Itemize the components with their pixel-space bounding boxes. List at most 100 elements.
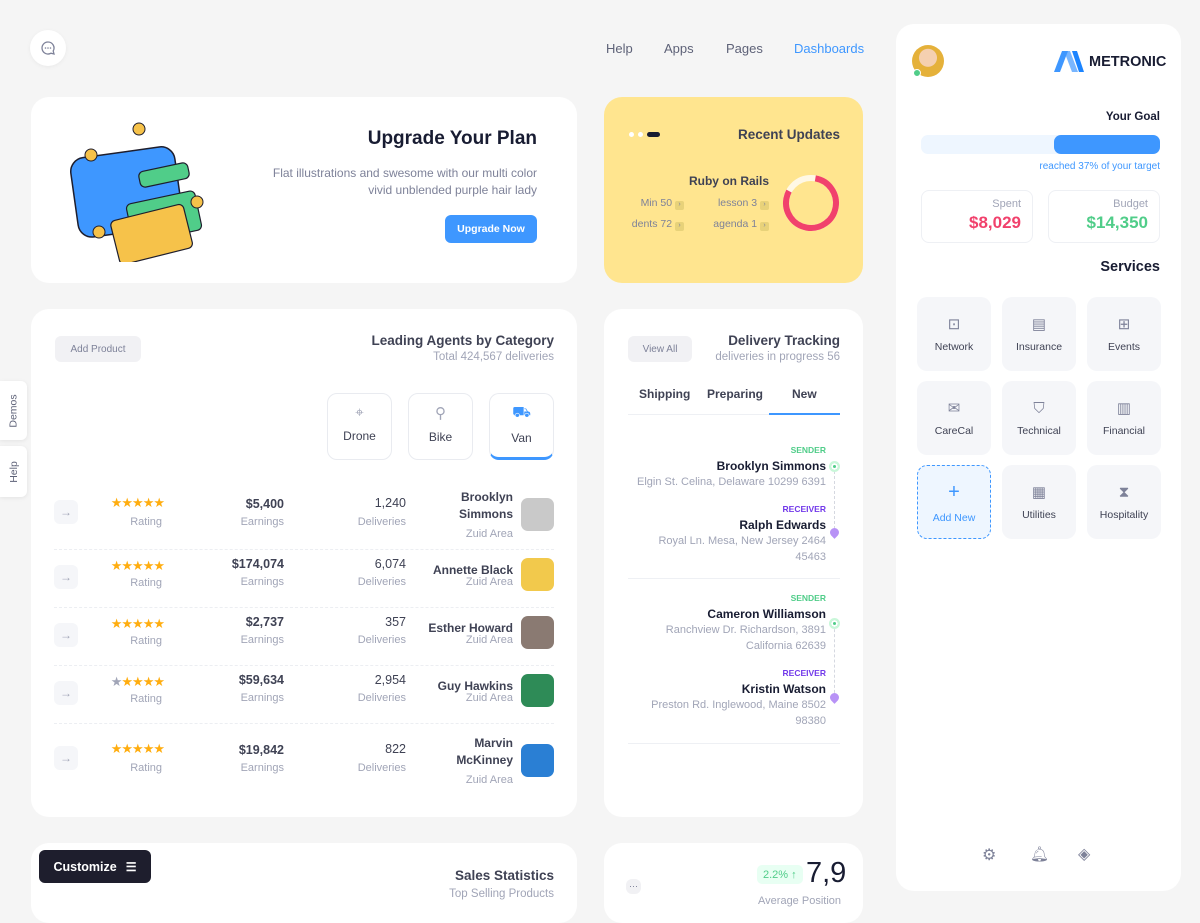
- update-item-label: agenda 1: [713, 218, 758, 230]
- deliveries-label: Deliveries: [357, 762, 406, 774]
- star-icon: ★: [153, 741, 165, 756]
- row-arrow-button[interactable]: →: [54, 746, 78, 770]
- timeline-line: [834, 624, 835, 698]
- row-arrow-button[interactable]: →: [54, 565, 78, 589]
- agent-name[interactable]: Brooklyn Simmons: [458, 490, 513, 521]
- deliveries-label: Deliveries: [357, 634, 406, 646]
- tabs-divider: [628, 414, 840, 415]
- category-label: Drone: [343, 429, 376, 443]
- update-item-label: Min 50: [640, 197, 673, 209]
- divider: [628, 578, 840, 579]
- goal-progress-fill: [1053, 135, 1160, 154]
- update-item[interactable]: Min 50 ›: [641, 197, 684, 210]
- nav-pages[interactable]: Pages: [726, 41, 763, 56]
- average-position-card: ⋯ 2.2% ↑ 7,9 Average Position: [604, 843, 863, 923]
- receiver-name[interactable]: Kristin Watson: [741, 682, 826, 696]
- trend-badge: 2.2% ↑: [757, 865, 803, 884]
- earnings-value: $174,074: [231, 557, 284, 571]
- nav-apps[interactable]: Apps: [664, 41, 694, 56]
- position-label: Average Position: [758, 895, 841, 907]
- star-icon: ★: [153, 616, 165, 631]
- service-add-new[interactable]: + Add New: [917, 465, 991, 539]
- row-divider: [54, 607, 554, 608]
- active-tab-indicator: [769, 413, 840, 415]
- sender-label: SENDER: [790, 445, 826, 455]
- upgrade-text-2: vivid unblended purple hair lady: [368, 183, 537, 197]
- category-van[interactable]: ⛟ Van: [489, 393, 554, 460]
- row-arrow-button[interactable]: →: [54, 623, 78, 647]
- agents-subtitle: Total 424,567 deliveries: [433, 351, 554, 363]
- row-arrow-button[interactable]: →: [54, 500, 78, 524]
- row-arrow-button[interactable]: →: [54, 681, 78, 705]
- view-all-button[interactable]: View All: [628, 336, 692, 362]
- service-label: Technical: [1017, 424, 1061, 437]
- add-product-button[interactable]: Add Product: [55, 336, 141, 362]
- update-item[interactable]: lesson 3 ›: [718, 197, 769, 210]
- earnings-label: Earnings: [240, 692, 284, 704]
- customize-button[interactable]: Customize ☰: [39, 850, 151, 883]
- bell-icon[interactable]: 🔔︎: [1030, 846, 1050, 863]
- star-icon: ★: [153, 558, 165, 573]
- agent-avatar: [521, 498, 554, 531]
- category-bike[interactable]: ⚲ Bike: [408, 393, 473, 460]
- service-financial[interactable]: ▥ Financial: [1087, 381, 1161, 455]
- help-tab[interactable]: Help: [0, 446, 27, 497]
- earnings-value: $59,634: [238, 673, 284, 687]
- chevron-icon: ›: [675, 201, 684, 210]
- tab-new[interactable]: New: [792, 387, 817, 401]
- demos-tab[interactable]: Demos: [0, 381, 27, 440]
- deliveries-value: 6,074: [374, 557, 406, 571]
- agent-avatar: [521, 744, 554, 777]
- settings-icon[interactable]: ⚙: [982, 847, 997, 864]
- receiver-label: RECEIVER: [782, 668, 826, 678]
- receiver-block: RECEIVER Kristin Watson Preston Rd. Inglew…: [636, 665, 826, 729]
- receiver-name[interactable]: Ralph Edwards: [739, 518, 826, 532]
- tab-shipping[interactable]: Shipping: [639, 387, 691, 401]
- update-item[interactable]: dents 72 ›: [632, 218, 684, 231]
- sender-name[interactable]: Cameron Williamson: [707, 607, 826, 621]
- spent-label: Spent: [992, 198, 1021, 210]
- carecal-icon: ✉: [947, 400, 961, 417]
- service-label: Add New: [932, 511, 976, 524]
- layers-icon[interactable]: ◈: [1078, 846, 1091, 863]
- earnings-label: Earnings: [240, 516, 284, 528]
- agent-avatar: [521, 674, 554, 707]
- service-carecal[interactable]: ✉ CareCal: [917, 381, 991, 455]
- service-label: Events: [1107, 341, 1141, 353]
- timeline-line: [834, 466, 835, 534]
- row-divider: [54, 549, 554, 550]
- agent-name[interactable]: Marvin McKinney: [456, 736, 513, 767]
- agent-row: → ★★★★★ Rating $59,634 Earnings 2,954 De…: [54, 670, 554, 728]
- spent-box: Spent $8,029: [921, 190, 1033, 243]
- rating-stars: ★★★★★: [98, 495, 165, 511]
- more-menu-button[interactable]: ⋯: [626, 879, 641, 894]
- chat-button[interactable]: [30, 30, 66, 66]
- tab-preparing[interactable]: Preparing: [707, 387, 764, 401]
- service-hospitality[interactable]: ⧗ Hospitality: [1087, 465, 1161, 539]
- category-drone[interactable]: ⌖ Drone: [327, 393, 392, 460]
- carousel-indicators[interactable]: [629, 132, 660, 137]
- drone-icon: ⌖: [355, 404, 364, 421]
- bike-icon: ⚲: [435, 405, 446, 422]
- agent-name[interactable]: Annette Black: [432, 563, 513, 577]
- sender-name[interactable]: Brooklyn Simmons: [716, 459, 826, 473]
- agent-area: Zuid Area: [465, 528, 513, 540]
- nav-help[interactable]: Help: [606, 41, 633, 56]
- service-insurance[interactable]: ▤ Insurance: [1002, 297, 1076, 371]
- agent-name[interactable]: Esther Howard: [428, 621, 513, 635]
- star-icon: ★: [110, 495, 123, 510]
- service-events[interactable]: ⊞ Events: [1087, 297, 1161, 371]
- service-network[interactable]: ⊡ Network: [917, 297, 991, 371]
- chevron-icon: ›: [675, 222, 684, 231]
- update-item[interactable]: agenda 1 ›: [713, 218, 769, 231]
- service-label: Network: [934, 341, 974, 353]
- agent-name[interactable]: Guy Hawkins: [437, 679, 513, 693]
- leading-agents-card: [31, 309, 577, 817]
- upgrade-now-button[interactable]: Upgrade Now: [445, 215, 537, 243]
- service-utilities[interactable]: ▦ Utilities: [1002, 465, 1076, 539]
- star-icon: ★: [110, 674, 123, 689]
- agent-row: → ★★★★★ Rating $2,737 Earnings 357 Deliv…: [54, 612, 554, 670]
- nav-dashboards[interactable]: Dashboards: [794, 41, 865, 56]
- chevron-icon: ›: [760, 222, 769, 231]
- service-technical[interactable]: ⛉ Technical: [1002, 381, 1076, 455]
